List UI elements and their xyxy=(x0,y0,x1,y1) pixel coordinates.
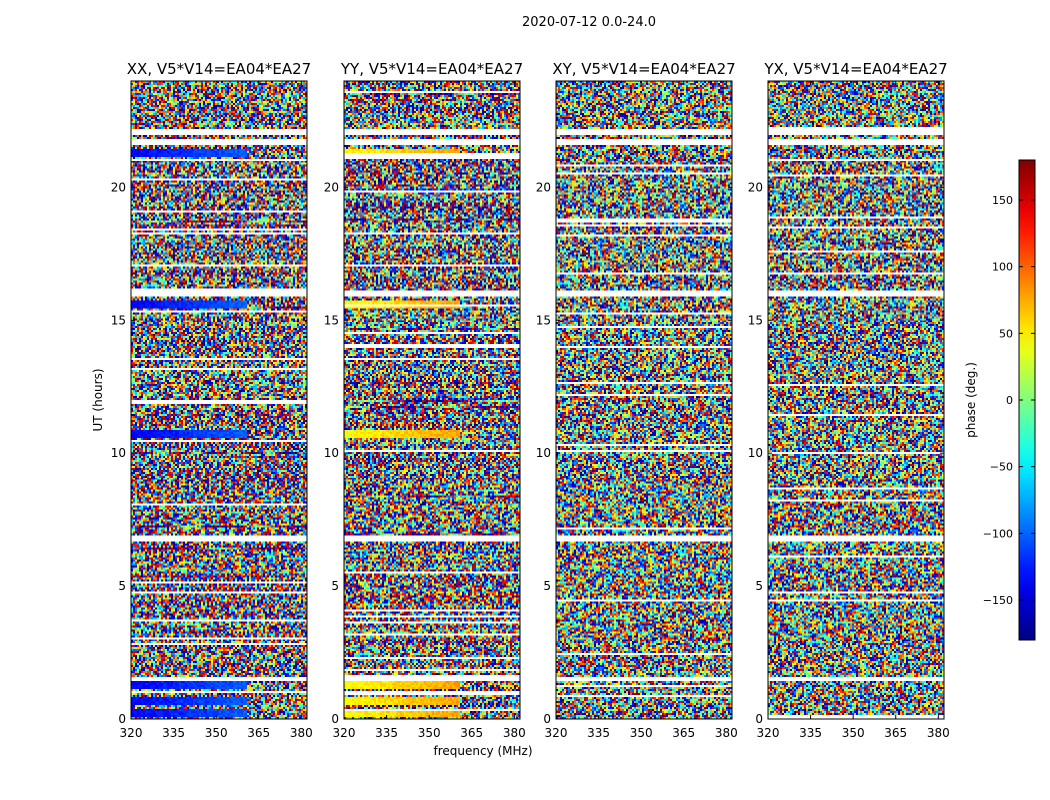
y-tick-label: 15 xyxy=(536,313,551,327)
colorbar-tick-label: 150 xyxy=(992,194,1013,207)
plot-frame xyxy=(767,80,945,720)
y-tick-label: 20 xyxy=(536,180,551,194)
panel-title: XX, V5*V14=EA04*EA27 xyxy=(127,60,311,78)
heatmap-panels: XX, V5*V14=EA04*EA27 320 335 350 365 380 0 5 10 1… xyxy=(111,60,950,740)
x-tick-label: 335 xyxy=(587,726,610,740)
panel-yx: YX, V5*V14=EA04*EA27 320 335 350 365 380 0 5 10 1… xyxy=(748,60,950,740)
phase-heatmap-xx xyxy=(131,81,307,719)
panel-xy: XY, V5*V14=EA04*EA27 320 335 350 365 380 0 5 10 1… xyxy=(536,60,738,740)
y-tick-label: 0 xyxy=(543,712,551,726)
y-tick-label: 10 xyxy=(111,446,126,460)
x-tick-label: 320 xyxy=(333,726,356,740)
y-tick-label: 10 xyxy=(536,446,551,460)
colorbar-label: phase (deg.) xyxy=(964,362,978,438)
colorbar-tick-label: 50 xyxy=(999,327,1013,340)
x-tick-label: 380 xyxy=(927,726,950,740)
x-tick-label: 320 xyxy=(757,726,780,740)
y-tick-label: 5 xyxy=(755,579,763,593)
x-tick-label: 365 xyxy=(460,726,483,740)
y-tick-label: 15 xyxy=(324,313,339,327)
panel-title: YX, V5*V14=EA04*EA27 xyxy=(763,60,947,78)
phase-heatmap-xy xyxy=(556,81,732,719)
y-tick-label: 10 xyxy=(324,446,339,460)
y-tick-label: 5 xyxy=(118,579,126,593)
x-tick-label: 380 xyxy=(503,726,526,740)
y-tick-label: 5 xyxy=(331,579,339,593)
y-tick-label: 10 xyxy=(748,446,763,460)
y-tick-label: 5 xyxy=(543,579,551,593)
phase-heatmap-yy xyxy=(344,81,520,719)
x-tick-label: 350 xyxy=(418,726,441,740)
x-tick-label: 320 xyxy=(545,726,568,740)
x-tick-label: 380 xyxy=(715,726,738,740)
y-tick-label: 20 xyxy=(324,180,339,194)
colorbar-tick-label: 0 xyxy=(1006,394,1013,407)
colorbar: 150 100 50 0 −50 −100 −150 xyxy=(983,159,1036,641)
plot-frame xyxy=(130,80,308,720)
x-tick-label: 365 xyxy=(884,726,907,740)
colorbar-tick-label: −150 xyxy=(983,594,1013,607)
x-tick-label: 320 xyxy=(120,726,143,740)
x-tick-label: 335 xyxy=(162,726,185,740)
y-tick-label: 20 xyxy=(111,180,126,194)
figure-suptitle: 2020-07-12 0.0-24.0 xyxy=(522,15,656,30)
panel-title: YY, V5*V14=EA04*EA27 xyxy=(340,60,523,78)
panel-yy: YY, V5*V14=EA04*EA27 320 335 350 365 380 0 5 10 1… xyxy=(324,60,526,740)
colorbar-tick-label: −50 xyxy=(990,461,1013,474)
phase-heatmap-yx xyxy=(768,81,944,719)
x-tick-label: 350 xyxy=(842,726,865,740)
x-tick-label: 335 xyxy=(799,726,822,740)
colorbar-tick-label: −100 xyxy=(983,527,1013,540)
x-tick-label: 365 xyxy=(247,726,270,740)
y-tick-label: 20 xyxy=(748,180,763,194)
y-tick-label: 0 xyxy=(118,712,126,726)
y-tick-label: 0 xyxy=(331,712,339,726)
y-tick-label: 15 xyxy=(748,313,763,327)
colorbar-tick-label: 100 xyxy=(992,261,1013,274)
panel-xx: XX, V5*V14=EA04*EA27 320 335 350 365 380 0 5 10 1… xyxy=(111,60,313,740)
plot-frame xyxy=(343,80,521,720)
x-tick-label: 380 xyxy=(290,726,313,740)
plot-frame xyxy=(555,80,733,720)
panel-title: XY, V5*V14=EA04*EA27 xyxy=(552,60,735,78)
x-axis-label: frequency (MHz) xyxy=(433,744,532,758)
y-tick-label: 15 xyxy=(111,313,126,327)
x-tick-label: 350 xyxy=(630,726,653,740)
x-tick-label: 365 xyxy=(672,726,695,740)
y-tick-label: 0 xyxy=(755,712,763,726)
y-axis-label: UT (hours) xyxy=(91,368,105,431)
x-tick-label: 350 xyxy=(205,726,228,740)
x-tick-label: 335 xyxy=(375,726,398,740)
